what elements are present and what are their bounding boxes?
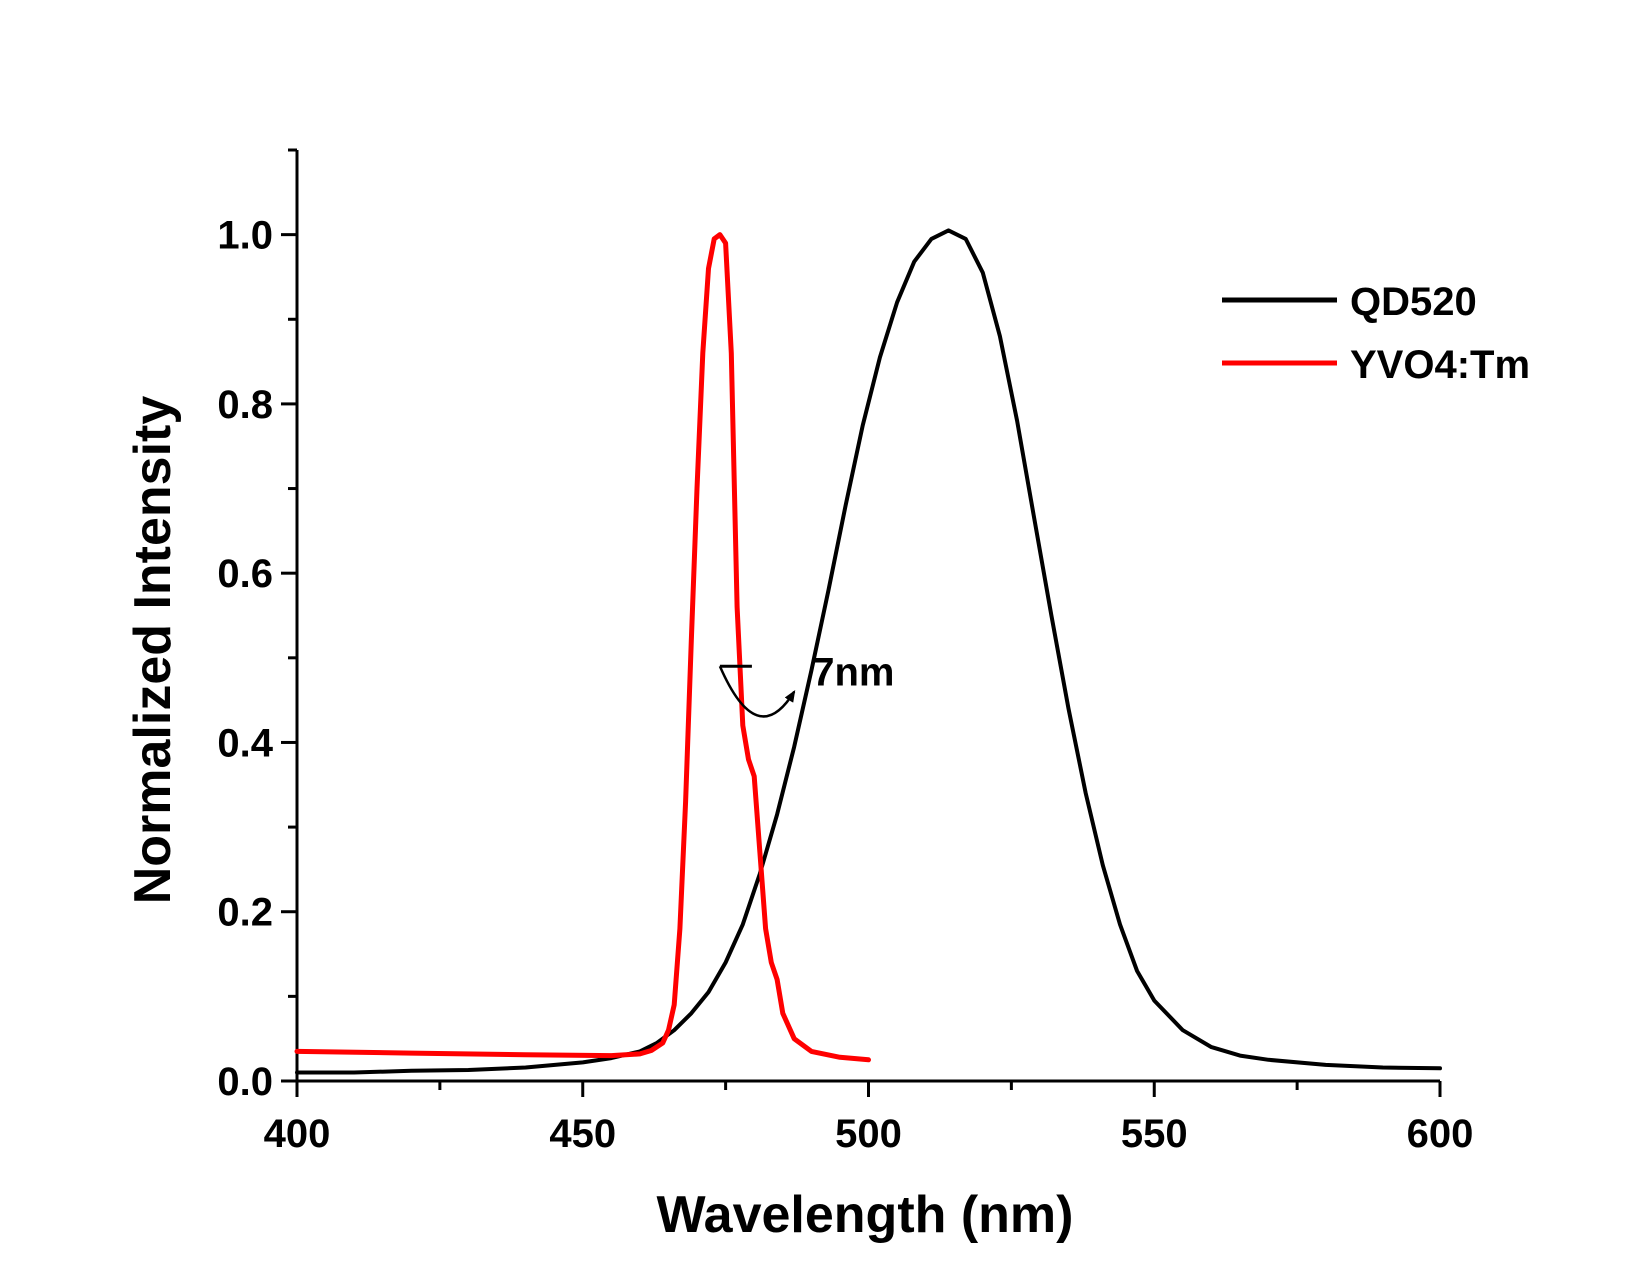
axes <box>295 150 1440 1083</box>
annotation-layer: 7nm <box>718 651 894 718</box>
y-tick-label: 0.4 <box>217 721 273 765</box>
x-tick-label: 600 <box>1407 1112 1474 1156</box>
y-tick-label: 0.6 <box>217 552 273 596</box>
y-tick-label: 0.0 <box>217 1060 273 1104</box>
x-tick-label: 450 <box>549 1112 616 1156</box>
legend-label: YVO4:Tm <box>1350 343 1530 387</box>
series-line-yvo4-tm <box>294 232 871 1063</box>
series-layer <box>294 228 1442 1075</box>
y-axis-label: Normalized Intensity <box>124 396 182 905</box>
x-tick-label: 500 <box>835 1112 902 1156</box>
y-tick-label: 0.8 <box>217 383 273 427</box>
x-tick-label: 550 <box>1121 1112 1188 1156</box>
ticks: 400 450 500 550 600 0.0 0.2 0.4 0.6 0.8 1.0 <box>217 148 1474 1156</box>
legend-label: QD520 <box>1350 280 1477 324</box>
y-tick-label: 1.0 <box>217 214 273 258</box>
annotation-label: 7nm <box>812 651 894 695</box>
series-line-qd520 <box>295 228 1442 1075</box>
legend: QD520 YVO4:Tm <box>1222 280 1530 387</box>
y-tick-label: 0.2 <box>217 891 273 935</box>
x-axis-label: Wavelength (nm) <box>657 1186 1074 1244</box>
x-tick-label: 400 <box>264 1112 331 1156</box>
annotation-arrow <box>718 665 796 718</box>
